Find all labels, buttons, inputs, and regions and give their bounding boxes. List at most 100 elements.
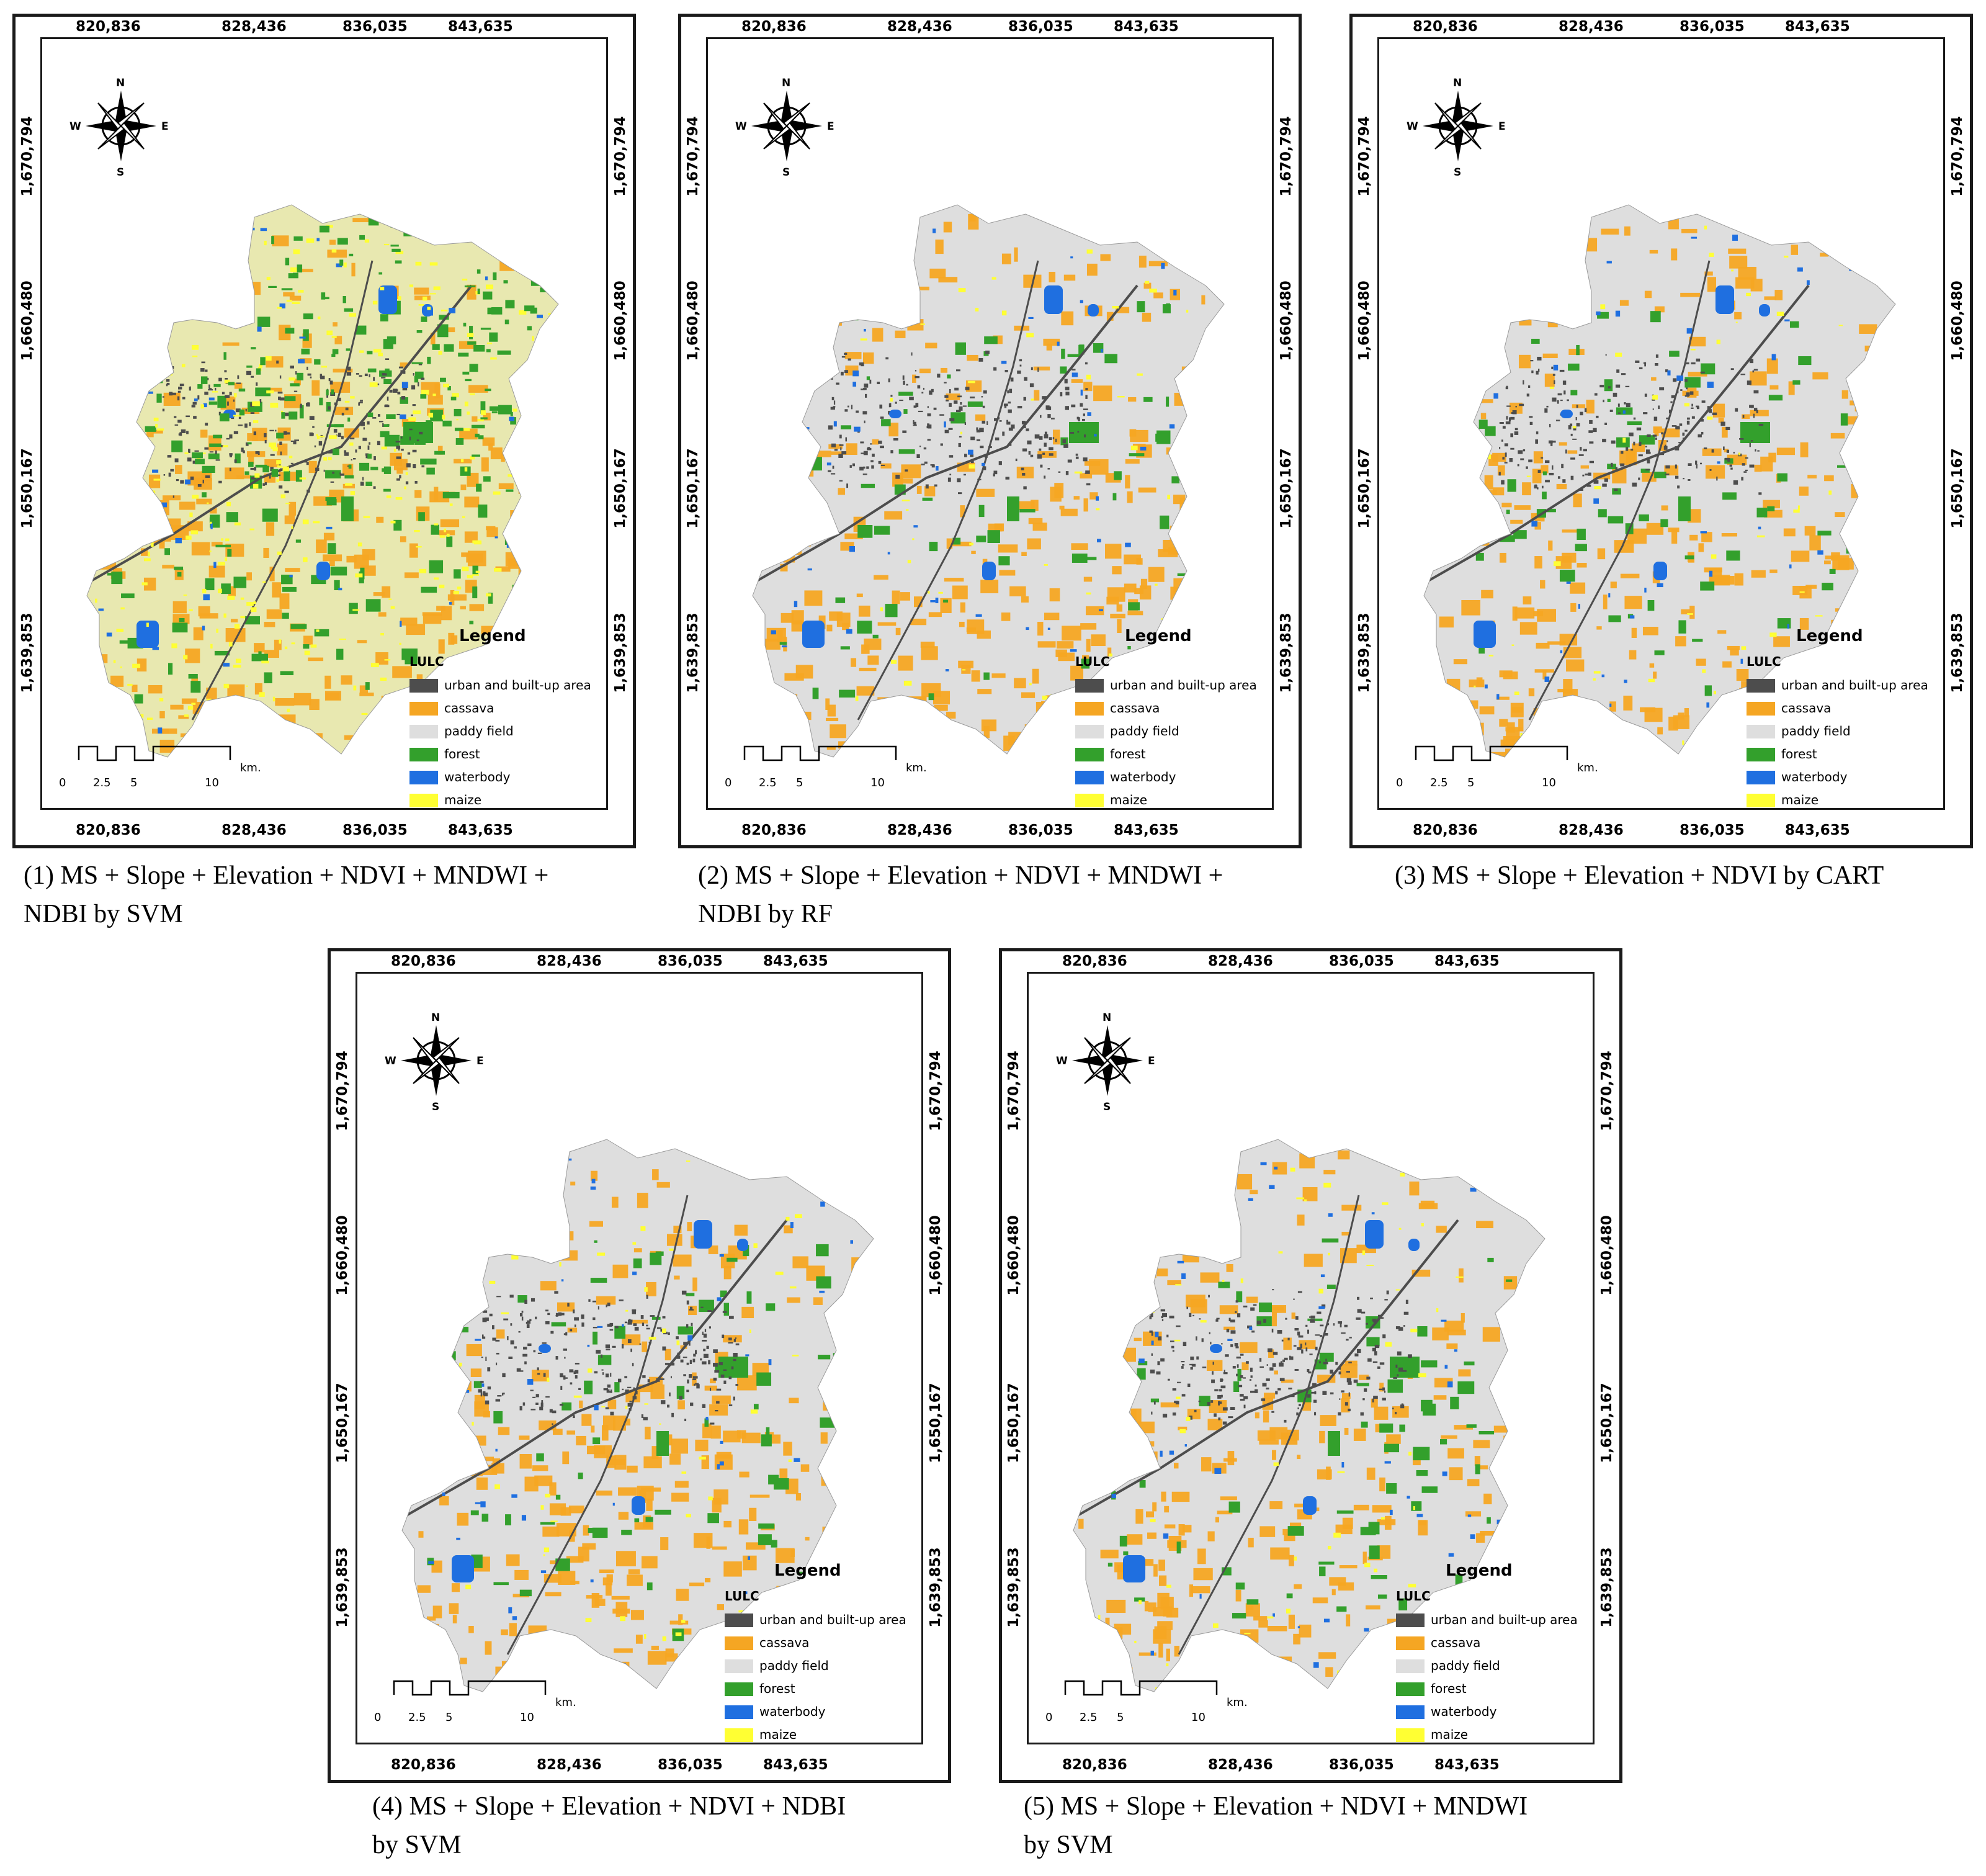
easting-label-top: 843,635 (1785, 19, 1850, 35)
legend-label: maize (444, 792, 482, 807)
scale-label: 5 (445, 1711, 453, 1724)
scale-label: 0 (1396, 776, 1403, 789)
scale-label: 10 (520, 1711, 534, 1724)
caption-line: (2) MS + Slope + Elevation + NDVI + MNDW… (698, 861, 1223, 890)
legend-swatch (1747, 702, 1775, 716)
scale-bar: 0 2.5 5 10 km. (725, 742, 929, 797)
easting-label-bottom: 836,035 (342, 822, 408, 838)
easting-label-top: 828,436 (537, 953, 602, 969)
compass-w-label: W (1056, 1055, 1068, 1067)
easting-label-top: 820,836 (1062, 953, 1127, 969)
legend-item: urban and built-up area (1747, 675, 1970, 695)
easting-label-bottom: 843,635 (448, 822, 513, 838)
legend-label: waterbody (444, 770, 511, 784)
legend-swatch (1075, 771, 1104, 784)
scale-bar: 0 2.5 5 10 km. (1045, 1676, 1250, 1732)
scale-unit: km. (555, 1696, 576, 1709)
study-area-boundary (1073, 1139, 1545, 1692)
scale-label: 0 (59, 776, 66, 789)
panel-caption: (5) MS + Slope + Elevation + NDVI + MNDW… (1024, 1787, 1528, 1864)
northing-label-right: 1,650,167 (1278, 448, 1294, 529)
easting-label-top: 836,035 (1329, 953, 1394, 969)
northing-label-left: 1,660,480 (334, 1215, 351, 1296)
easting-label-top: 843,635 (448, 19, 513, 35)
easting-label-bottom: 828,436 (221, 822, 287, 838)
legend-item: urban and built-up area (409, 675, 633, 695)
northing-label-left: 1,670,794 (1006, 1051, 1022, 1131)
easting-label-bottom: 820,836 (76, 822, 141, 838)
easting-label-top: 828,436 (1208, 953, 1273, 969)
north-arrow-icon: N S E W (69, 77, 169, 179)
study-area-boundary (402, 1139, 874, 1692)
compass-e-label: E (1498, 120, 1506, 133)
northing-label-left: 1,660,480 (685, 281, 701, 361)
legend-subtitle: LULC (725, 1589, 759, 1604)
legend-swatch (725, 1682, 753, 1696)
caption-line: NDBI by RF (698, 900, 833, 928)
legend-swatch (1075, 794, 1104, 807)
easting-label-bottom: 828,436 (887, 822, 952, 838)
legend-swatch (725, 1705, 753, 1719)
northing-label-left: 1,650,167 (1356, 448, 1372, 529)
northing-label-left: 1,639,853 (334, 1547, 351, 1628)
easting-label-top: 836,035 (1680, 19, 1745, 35)
northing-label-left: 1,660,480 (1356, 281, 1372, 361)
legend-item: urban and built-up area (725, 1610, 948, 1630)
northing-label-right: 1,650,167 (1599, 1383, 1615, 1463)
legend-swatch (1396, 1659, 1425, 1673)
legend-swatch (1075, 748, 1104, 761)
legend-label: cassava (1431, 1635, 1481, 1650)
northing-label-left: 1,660,480 (1006, 1215, 1022, 1296)
legend-item: waterbody (725, 1702, 948, 1721)
legend-item: cassava (1075, 698, 1299, 718)
easting-label-top: 820,836 (1413, 19, 1478, 35)
legend-item: maize (1396, 1725, 1619, 1744)
easting-label-bottom: 828,436 (1559, 822, 1624, 838)
legend-label: forest (1781, 747, 1817, 761)
scale-label: 5 (1467, 776, 1475, 789)
legend-title: Legend (459, 627, 526, 645)
compass-s-label: S (1454, 166, 1462, 179)
lulc-map (401, 1139, 874, 1692)
legend-swatch (1396, 1613, 1425, 1627)
legend-item: cassava (1396, 1633, 1619, 1653)
compass-e-label: E (476, 1055, 484, 1067)
legend-swatch (725, 1728, 753, 1742)
compass-n-label: N (1103, 1012, 1112, 1024)
caption-line: (1) MS + Slope + Elevation + NDVI + MNDW… (24, 861, 549, 890)
compass-w-label: W (69, 120, 81, 133)
legend-item: forest (1075, 744, 1299, 764)
northing-label-right: 1,660,480 (1278, 281, 1294, 361)
easting-label-top: 843,635 (1114, 19, 1179, 35)
compass-s-label: S (117, 166, 125, 179)
legend-label: waterbody (1781, 770, 1848, 784)
map-legend: Legend LULC urban and built-up area cassava… (403, 627, 627, 813)
scale-label: 2.5 (1080, 1711, 1098, 1724)
northing-label-left: 1,650,167 (334, 1383, 351, 1463)
north-arrow-icon: N S E W (1056, 1012, 1155, 1113)
legend-title: Legend (774, 1561, 841, 1580)
legend-label: cassava (1781, 701, 1832, 716)
northing-label-right: 1,670,794 (1949, 116, 1966, 197)
legend-item: maize (1075, 790, 1299, 810)
caption-line: by SVM (372, 1831, 462, 1859)
northing-label-left: 1,650,167 (685, 448, 701, 529)
northing-label-left: 1,670,794 (685, 116, 701, 197)
easting-label-bottom: 836,035 (1680, 822, 1745, 838)
lulc-map (1423, 204, 1896, 758)
legend-item: paddy field (409, 721, 633, 741)
northing-label-left: 1,639,853 (1006, 1547, 1022, 1628)
scale-label: 10 (1191, 1711, 1205, 1724)
easting-label-bottom: 828,436 (1208, 1757, 1273, 1773)
legend-swatch (725, 1613, 753, 1627)
legend-swatch (409, 679, 438, 693)
legend-item: paddy field (1747, 721, 1970, 741)
caption-line: (3) MS + Slope + Elevation + NDVI by CAR… (1395, 861, 1884, 890)
scale-label: 10 (1542, 776, 1556, 789)
easting-label-bottom: 820,836 (391, 1757, 456, 1773)
easting-label-top: 836,035 (1008, 19, 1073, 35)
easting-label-top: 828,436 (887, 19, 952, 35)
easting-label-top: 836,035 (342, 19, 408, 35)
northing-label-left: 1,660,480 (19, 281, 35, 361)
legend-swatch (409, 748, 438, 761)
